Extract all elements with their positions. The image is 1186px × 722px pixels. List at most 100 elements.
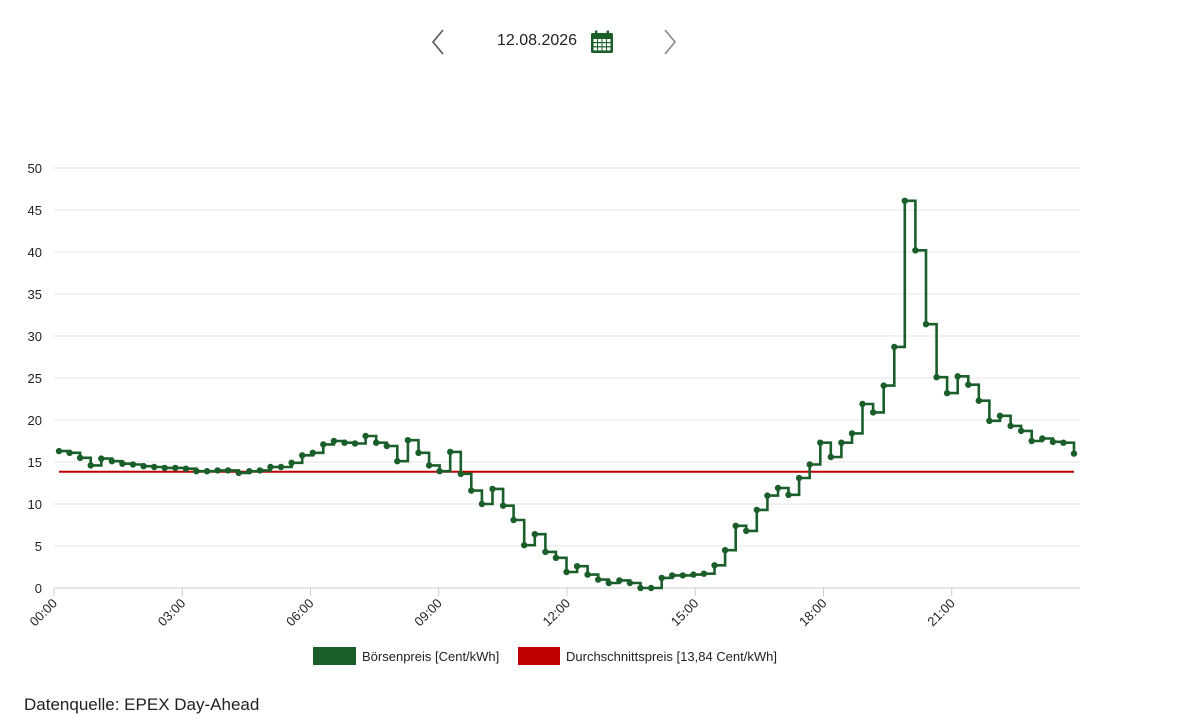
price-point[interactable]: [161, 464, 168, 472]
price-point[interactable]: [658, 574, 665, 582]
price-point[interactable]: [172, 464, 179, 472]
price-point[interactable]: [151, 463, 158, 471]
price-point[interactable]: [299, 452, 306, 459]
price-point[interactable]: [394, 458, 401, 465]
price-point[interactable]: [225, 467, 232, 474]
price-point[interactable]: [753, 506, 760, 514]
price-point[interactable]: [1017, 427, 1025, 435]
price-point[interactable]: [943, 389, 951, 397]
price-point[interactable]: [848, 430, 856, 437]
price-point[interactable]: [320, 441, 327, 448]
price-point[interactable]: [690, 571, 697, 578]
price-point[interactable]: [743, 527, 750, 535]
price-point[interactable]: [425, 462, 433, 469]
price-point[interactable]: [140, 463, 147, 470]
price-point[interactable]: [246, 468, 253, 475]
price-point[interactable]: [616, 577, 623, 584]
price-point[interactable]: [510, 516, 517, 524]
price-point[interactable]: [912, 247, 919, 254]
price-point[interactable]: [129, 461, 137, 468]
price-point[interactable]: [965, 381, 972, 388]
price-point[interactable]: [595, 576, 602, 583]
price-point[interactable]: [838, 439, 845, 446]
price-point[interactable]: [1070, 450, 1078, 457]
price-point[interactable]: [55, 447, 63, 455]
price-point[interactable]: [626, 579, 634, 587]
price-point[interactable]: [563, 568, 570, 576]
price-point[interactable]: [288, 459, 295, 466]
price-point[interactable]: [436, 468, 443, 475]
price-point[interactable]: [309, 449, 316, 456]
price-point[interactable]: [383, 442, 390, 450]
price-point[interactable]: [1007, 422, 1014, 430]
price-point[interactable]: [711, 562, 718, 569]
price-point[interactable]: [817, 439, 824, 446]
price-point[interactable]: [277, 463, 285, 471]
price-point[interactable]: [795, 474, 803, 482]
price-point[interactable]: [996, 412, 1004, 419]
price-point[interactable]: [1039, 435, 1046, 442]
price-point[interactable]: [235, 469, 242, 477]
price-point[interactable]: [404, 437, 412, 444]
price-point[interactable]: [468, 487, 475, 494]
price-point[interactable]: [637, 584, 644, 592]
price-point[interactable]: [478, 500, 486, 508]
price-point[interactable]: [954, 373, 961, 380]
price-point[interactable]: [859, 400, 866, 408]
price-point[interactable]: [214, 467, 221, 474]
calendar-button[interactable]: [590, 30, 616, 56]
price-point[interactable]: [531, 531, 538, 538]
price-point[interactable]: [647, 584, 655, 592]
price-point[interactable]: [542, 548, 549, 556]
price-point[interactable]: [119, 460, 126, 467]
price-point[interactable]: [827, 453, 834, 461]
price-point[interactable]: [457, 470, 464, 477]
price-point[interactable]: [584, 571, 591, 578]
price-point[interactable]: [669, 572, 676, 579]
price-point[interactable]: [1049, 438, 1057, 445]
price-point[interactable]: [986, 417, 993, 424]
price-point[interactable]: [521, 542, 528, 549]
price-point[interactable]: [700, 570, 708, 577]
price-point[interactable]: [1028, 437, 1035, 445]
price-point[interactable]: [933, 374, 940, 381]
price-point[interactable]: [98, 455, 105, 462]
price-point[interactable]: [256, 467, 264, 474]
price-point[interactable]: [76, 454, 84, 461]
price-point[interactable]: [267, 463, 274, 471]
price-point[interactable]: [489, 485, 496, 493]
price-point[interactable]: [679, 572, 686, 579]
price-point[interactable]: [87, 462, 94, 469]
price-point[interactable]: [732, 522, 739, 529]
price-point[interactable]: [341, 439, 348, 446]
price-point[interactable]: [373, 439, 380, 446]
price-point[interactable]: [573, 563, 581, 570]
price-point[interactable]: [901, 197, 908, 204]
price-point[interactable]: [351, 440, 359, 447]
legend-swatch-average[interactable]: [518, 647, 560, 665]
price-point[interactable]: [66, 449, 73, 456]
price-point[interactable]: [499, 502, 507, 509]
price-point[interactable]: [922, 321, 930, 328]
price-point[interactable]: [721, 547, 729, 554]
price-point[interactable]: [605, 579, 612, 587]
price-point[interactable]: [193, 468, 200, 475]
price-point[interactable]: [785, 491, 792, 498]
price-point[interactable]: [552, 554, 560, 561]
selected-date[interactable]: 12.08.2026: [496, 32, 578, 49]
legend-label-average[interactable]: Durchschnittspreis [13,84 Cent/kWh]: [566, 649, 777, 664]
price-point[interactable]: [774, 484, 782, 492]
price-point[interactable]: [806, 461, 813, 468]
price-point[interactable]: [108, 458, 116, 465]
price-point[interactable]: [1060, 439, 1067, 446]
price-point[interactable]: [362, 432, 369, 440]
price-point[interactable]: [447, 448, 454, 456]
previous-day-button[interactable]: [426, 26, 450, 58]
price-point[interactable]: [880, 382, 887, 389]
price-point[interactable]: [182, 465, 190, 472]
next-day-button[interactable]: [658, 26, 682, 58]
price-point[interactable]: [415, 449, 422, 456]
price-point[interactable]: [869, 409, 877, 416]
legend-swatch-price[interactable]: [313, 647, 356, 665]
price-point[interactable]: [764, 492, 771, 499]
